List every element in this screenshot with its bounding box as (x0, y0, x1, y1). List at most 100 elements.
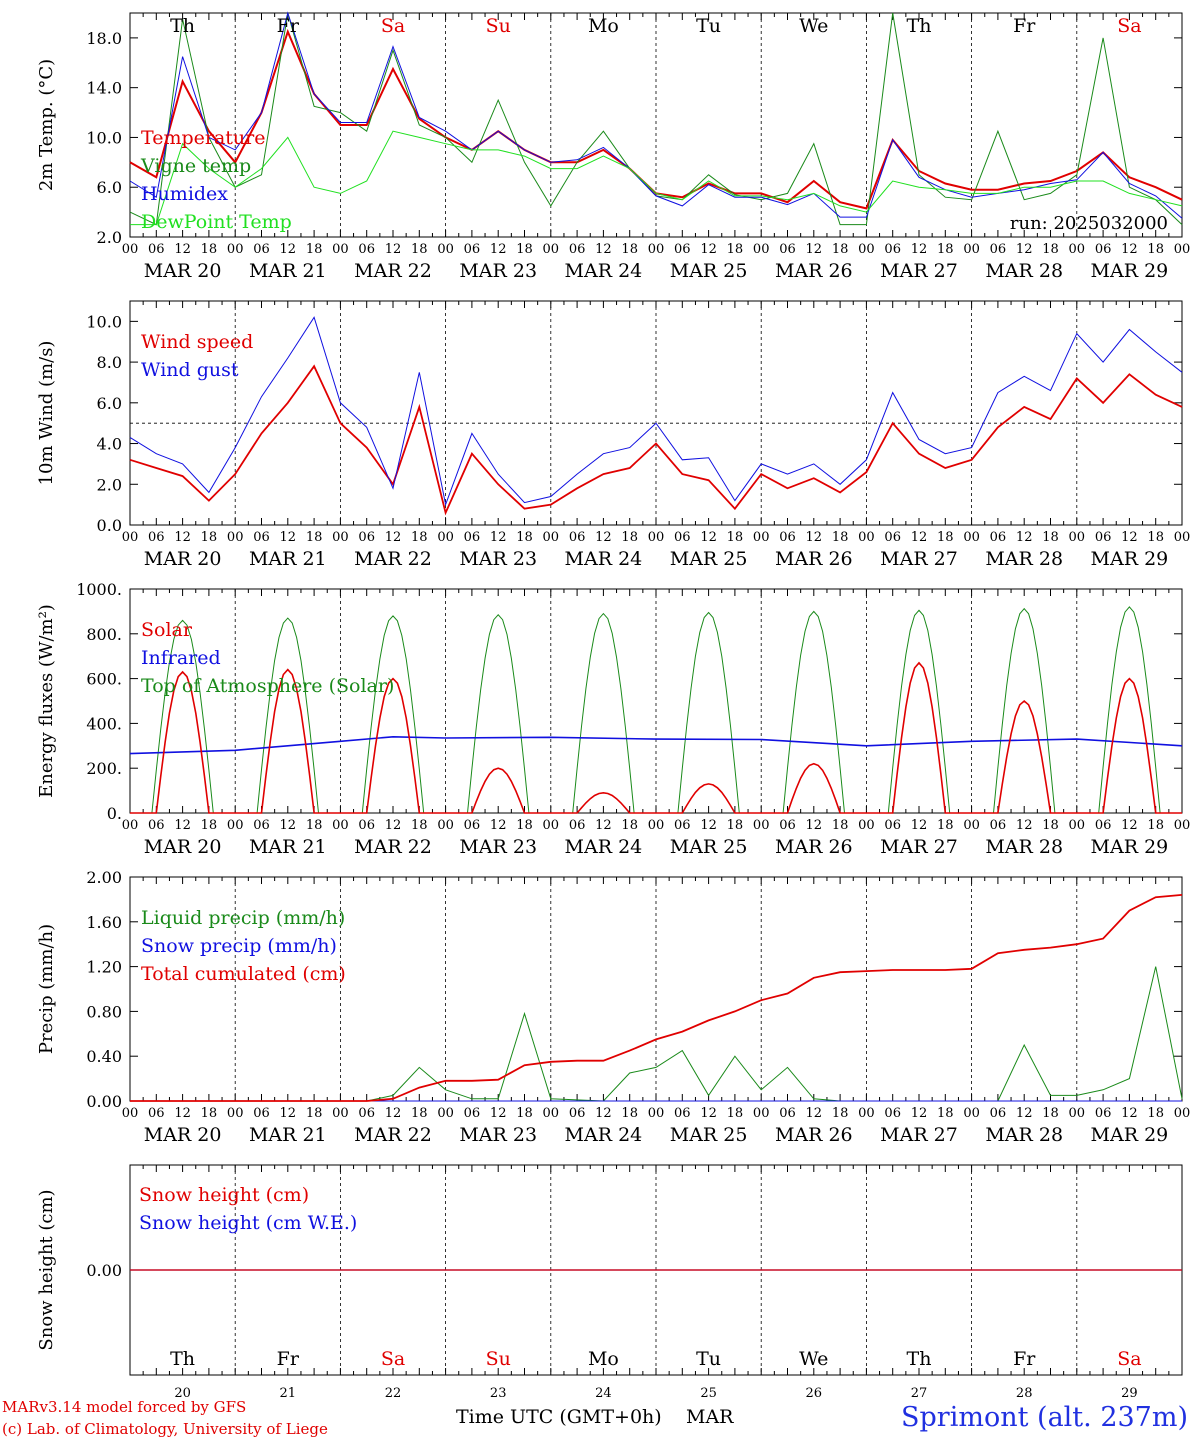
legend-blue: Snow precip (mm/h) (141, 935, 337, 957)
legend-red: Total cumulated (cm) (141, 963, 346, 985)
y-tick-label: 18.0 (86, 29, 122, 48)
hour-tick-label: 06 (253, 818, 270, 833)
hour-tick-label: 06 (253, 242, 270, 257)
hour-tick-label: 12 (174, 1106, 191, 1121)
hour-tick-label: 12 (385, 818, 402, 833)
hour-tick-label: 18 (937, 530, 954, 545)
hour-tick-label: 00 (963, 818, 980, 833)
hour-tick-label: 18 (621, 818, 638, 833)
hour-tick-label: 06 (569, 242, 586, 257)
date-label: MAR 20 (144, 260, 222, 282)
hour-tick-label: 18 (516, 1106, 533, 1121)
hour-tick-label: 00 (858, 1106, 875, 1121)
hour-tick-label: 18 (201, 242, 218, 257)
date-label: MAR 23 (459, 260, 537, 282)
hour-tick-label: 06 (358, 242, 375, 257)
hour-tick-label: 12 (280, 1106, 297, 1121)
hour-tick-label: 18 (937, 818, 954, 833)
hour-tick-label: 12 (174, 818, 191, 833)
date-label: MAR 24 (565, 836, 643, 858)
hour-tick-label: 06 (358, 530, 375, 545)
hour-tick-label: 06 (569, 1106, 586, 1121)
hour-tick-label: 00 (437, 530, 454, 545)
series-line-infrared (129, 735, 1183, 755)
hour-tick-label: 00 (227, 530, 244, 545)
hour-tick-label: 06 (884, 242, 901, 257)
y-tick-label: 0. (107, 804, 122, 823)
y-tick-label: 2.0 (97, 228, 122, 247)
y-axis-label: 10m Wind (m/s) (36, 341, 57, 486)
hour-tick-label: 06 (674, 818, 691, 833)
hour-tick-label: 06 (148, 242, 165, 257)
hour-tick-label: 06 (148, 530, 165, 545)
series-line-total-cumulated-cm- (130, 894, 1183, 1102)
hour-tick-label: 06 (1095, 818, 1112, 833)
hour-tick-label: 06 (1095, 530, 1112, 545)
y-tick-label: 200. (86, 759, 122, 778)
hour-tick-label: 18 (201, 530, 218, 545)
y-axis-label: Precip (mm/h) (36, 924, 57, 1054)
day-name: Sa (1117, 1348, 1141, 1370)
hour-tick-label: 12 (595, 530, 612, 545)
legend-green: Top of Atmosphere (Solar) (141, 675, 394, 697)
hour-tick-label: 12 (1121, 242, 1138, 257)
site-name: Sprimont (alt. 237m) (901, 1402, 1188, 1433)
legend-blue: Snow height (cm W.E.) (139, 1212, 357, 1234)
hour-tick-label: 06 (464, 530, 481, 545)
legend-green: Vigne temp (140, 155, 251, 177)
legend-red: Snow height (cm) (139, 1184, 309, 1206)
hour-tick-label: 06 (253, 530, 270, 545)
date-label: MAR 21 (249, 836, 327, 858)
date-label: MAR 21 (249, 1124, 327, 1146)
date-label: MAR 26 (775, 836, 853, 858)
hour-tick-label: 18 (516, 530, 533, 545)
hour-tick-label: 06 (148, 818, 165, 833)
y-tick-label: 4.0 (97, 435, 122, 454)
hour-tick-label: 18 (621, 1106, 638, 1121)
y-tick-label: 800. (86, 625, 122, 644)
series-line-wind-gust (129, 316, 1183, 507)
hour-tick-label: 12 (911, 818, 928, 833)
hour-tick-label: 18 (937, 242, 954, 257)
hour-tick-label: 18 (201, 1106, 218, 1121)
hour-tick-label: 18 (516, 818, 533, 833)
day-name: Fr (1013, 15, 1036, 37)
date-label: MAR 22 (354, 260, 432, 282)
hour-tick-label: 18 (937, 1106, 954, 1121)
date-label: MAR 23 (459, 836, 537, 858)
hour-tick-label: 00 (753, 1106, 770, 1121)
hour-tick-label: 18 (727, 818, 744, 833)
hour-tick-label: 18 (1147, 1106, 1164, 1121)
hour-tick-label: 12 (280, 530, 297, 545)
date-label: MAR 28 (985, 836, 1063, 858)
hour-tick-label: 18 (201, 818, 218, 833)
hour-tick-label: 18 (1042, 818, 1059, 833)
hour-tick-label: 00 (437, 1106, 454, 1121)
hour-tick-label: 00 (648, 1106, 665, 1121)
legend-blue: Humidex (141, 183, 228, 205)
date-label: MAR 23 (459, 548, 537, 570)
day-number: 29 (1121, 1386, 1138, 1401)
hour-tick-label: 18 (306, 530, 323, 545)
date-label: MAR 25 (670, 548, 748, 570)
month-label: MAR (686, 1406, 734, 1428)
hour-tick-label: 12 (280, 242, 297, 257)
hour-tick-label: 00 (648, 530, 665, 545)
day-number: 23 (490, 1386, 507, 1401)
hour-tick-label: 12 (595, 818, 612, 833)
date-label: MAR 22 (354, 1124, 432, 1146)
date-label: MAR 29 (1091, 260, 1169, 282)
hour-tick-label: 06 (674, 1106, 691, 1121)
day-name: Su (486, 15, 511, 37)
y-tick-label: 0.00 (86, 1261, 122, 1280)
hour-tick-label: 12 (911, 242, 928, 257)
date-label: MAR 25 (670, 260, 748, 282)
hour-tick-label: 12 (1016, 818, 1033, 833)
panel-frame-2 (129, 300, 1183, 526)
y-tick-label: 0.00 (86, 1092, 122, 1111)
legend-green: Liquid precip (mm/h) (141, 907, 345, 929)
day-number: 28 (1016, 1386, 1033, 1401)
date-label: MAR 21 (249, 548, 327, 570)
hour-tick-label: 12 (700, 530, 717, 545)
hour-tick-label: 00 (543, 242, 560, 257)
